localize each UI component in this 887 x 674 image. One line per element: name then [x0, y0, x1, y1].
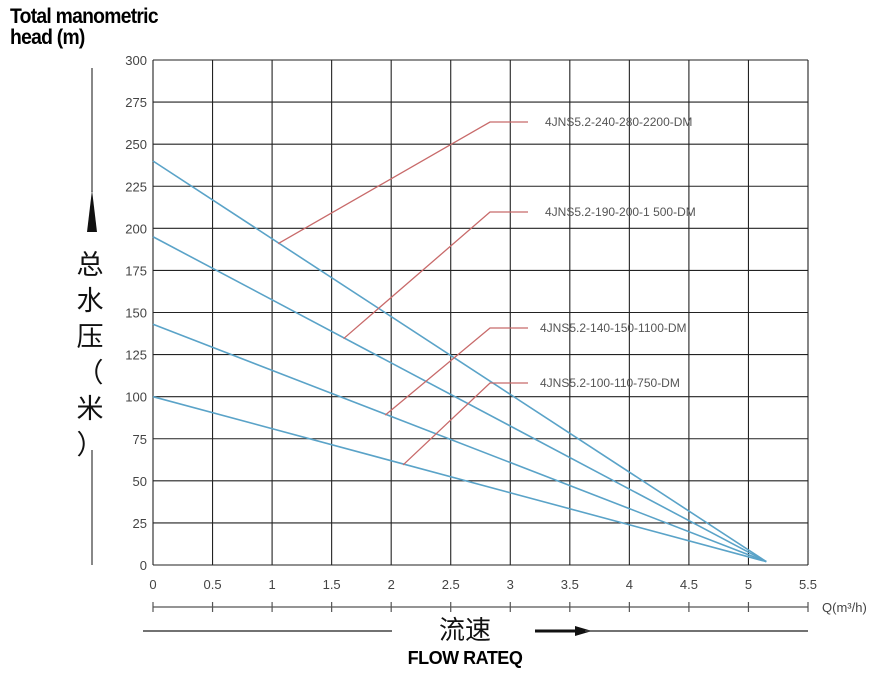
x-tick-label: 1.5	[323, 577, 341, 592]
y-tick-label: 175	[125, 263, 147, 278]
x-tick-label: 3	[507, 577, 514, 592]
y-tick-label: 100	[125, 390, 147, 405]
x-tick-label: 3.5	[561, 577, 579, 592]
y-tick-label: 225	[125, 179, 147, 194]
x-tick-label: 0	[149, 577, 156, 592]
y-axis-title-line2: head (m)	[10, 26, 85, 49]
series-leaders: 4JNS5.2-240-280-2200-DM 4JNS5.2-190-200-1…	[277, 115, 696, 466]
x-tick-label: 5.5	[799, 577, 817, 592]
y-tick-labels: 0 25 50 75 100 125 150 175 200 225 250 275 300	[125, 53, 147, 573]
y-label-char: ）	[76, 430, 104, 461]
x-unit-label: Q(m³/h)	[822, 600, 867, 615]
y-tick-label: 125	[125, 348, 147, 363]
y-tick-label: 300	[125, 53, 147, 68]
series-label: 4JNS5.2-240-280-2200-DM	[545, 115, 692, 129]
y-axis-title-line1: Total manometric	[10, 5, 159, 28]
series-line	[152, 160, 767, 563]
x-axis-label-cn: 流速	[438, 616, 491, 646]
y-axis-title: Total manometric head (m)	[10, 5, 159, 49]
series-line	[152, 323, 767, 563]
y-tick-label: 250	[125, 137, 147, 152]
y-tick-label: 0	[140, 558, 147, 573]
series-label: 4JNS5.2-100-110-750-DM	[540, 376, 680, 390]
grid	[152, 59, 809, 566]
x-arrow-head	[575, 626, 592, 636]
series-leader-line	[343, 211, 528, 340]
y-axis-label-cn: 总 水 压 （ 米 ）	[70, 248, 110, 464]
series-label: 4JNS5.2-190-200-1 500-DM	[545, 205, 696, 219]
series-label: 4JNS5.2-140-150-1100-DM	[540, 321, 687, 335]
y-tick-label: 25	[133, 516, 147, 531]
y-tick-label: 200	[125, 221, 147, 236]
series-line	[152, 395, 767, 563]
x-tick-label: 1	[268, 577, 275, 592]
y-tick-label: 150	[125, 306, 147, 321]
y-arrow-head	[87, 190, 97, 232]
series-leader-line	[402, 382, 528, 466]
x-tick-labels: 0 0.5 1 1.5 2 2.5 3 3.5 4 4.5 5 5.5	[149, 577, 817, 592]
y-tick-label: 50	[133, 474, 147, 489]
x-tick-label: 2.5	[442, 577, 460, 592]
x-tick-label: 2	[388, 577, 395, 592]
y-label-char: （	[76, 358, 104, 389]
x-tick-label: 4.5	[680, 577, 698, 592]
y-label-char: 压	[76, 322, 104, 353]
series-leader-line	[384, 327, 528, 416]
y-tick-label: 275	[125, 95, 147, 110]
series-lines	[152, 160, 767, 563]
y-label-char: 总	[76, 250, 104, 281]
y-label-char: 米	[76, 394, 104, 425]
x-tick-label: 4	[626, 577, 633, 592]
series-line	[152, 236, 767, 563]
series-leader-line	[277, 121, 528, 245]
x-tick-label: 5	[745, 577, 752, 592]
y-tick-label: 75	[133, 432, 147, 447]
x-axis-label-en: FLOW RATEQ	[407, 648, 523, 668]
y-label-char: 水	[76, 286, 104, 317]
axis-decorations: Q(m³/h)	[87, 68, 867, 636]
x-tick-label: 0.5	[204, 577, 222, 592]
